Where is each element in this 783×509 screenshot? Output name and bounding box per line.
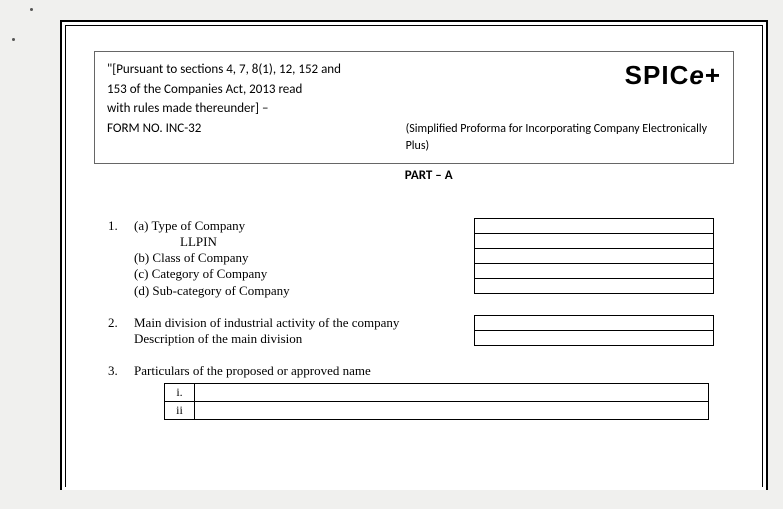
inner-frame: "[Pursuant to sections 4, 7, 8(1), 12, 1… [65,25,763,487]
item-1-labels: (a) Type of Company LLPIN (b) Class of C… [134,218,474,299]
item-1c-label: (c) Category of Company [134,266,474,282]
item-2-fields [474,315,714,348]
item-2: 2. Main division of industrial activity … [108,315,734,348]
item-1-fields [474,218,714,299]
particulars-row1-num: i. [165,384,195,402]
outer-frame: "[Pursuant to sections 4, 7, 8(1), 12, 1… [60,20,768,490]
subtitle-line-1: (Simplified Proforma for Incorporating C… [406,121,721,138]
pursuant-line-2: 153 of the Companies Act, 2013 read [107,80,396,100]
table-row: i. [165,384,709,402]
item-2-line2: Description of the main division [134,331,474,347]
item-1a-label: (a) Type of Company [134,218,474,234]
main-division-field[interactable] [474,315,714,331]
item-2-num: 2. [108,315,134,331]
header-box: "[Pursuant to sections 4, 7, 8(1), 12, 1… [94,51,734,164]
subtitle-line-2: Plus) [406,138,721,155]
particulars-row1-field[interactable] [195,384,709,402]
category-of-company-field[interactable] [474,263,714,279]
form-number: FORM NO. INC-32 [107,119,396,139]
main-division-desc-field[interactable] [474,330,714,346]
item-1b-label: (b) Class of Company [134,250,474,266]
pursuant-line-3: with rules made thereunder] – [107,99,396,119]
brand-main: SPIC [625,60,690,90]
part-label: PART – A [395,168,734,183]
item-1: 1. (a) Type of Company LLPIN (b) Class o… [108,218,734,299]
item-1-num: 1. [108,218,134,234]
item-3: 3. Particulars of the proposed or approv… [108,363,734,420]
item-1d-label: (d) Sub-category of Company [134,283,474,299]
class-of-company-field[interactable] [474,248,714,264]
brand-e: e [689,60,704,90]
item-3-title: Particulars of the proposed or approved … [134,363,734,379]
header-left: "[Pursuant to sections 4, 7, 8(1), 12, 1… [107,60,396,155]
particulars-table: i. ii [164,383,709,420]
item-2-line1: Main division of industrial activity of … [134,315,474,331]
type-of-company-field[interactable] [474,218,714,234]
header-right: SPICe+ (Simplified Proforma for Incorpor… [396,60,721,155]
item-3-num: 3. [108,363,134,379]
pursuant-line-1: "[Pursuant to sections 4, 7, 8(1), 12, 1… [107,60,396,80]
sub-category-of-company-field[interactable] [474,278,714,294]
item-2-labels: Main division of industrial activity of … [134,315,474,348]
table-row: ii [165,402,709,420]
particulars-row2-field[interactable] [195,402,709,420]
subtitle: (Simplified Proforma for Incorporating C… [406,121,721,155]
item-3-body: Particulars of the proposed or approved … [134,363,734,420]
particulars-row2-num: ii [165,402,195,420]
brand-title: SPICe+ [406,60,721,91]
item-1-llpin-label: LLPIN [180,234,474,250]
llpin-field[interactable] [474,233,714,249]
brand-plus: + [705,60,721,90]
form-items: 1. (a) Type of Company LLPIN (b) Class o… [94,218,734,421]
